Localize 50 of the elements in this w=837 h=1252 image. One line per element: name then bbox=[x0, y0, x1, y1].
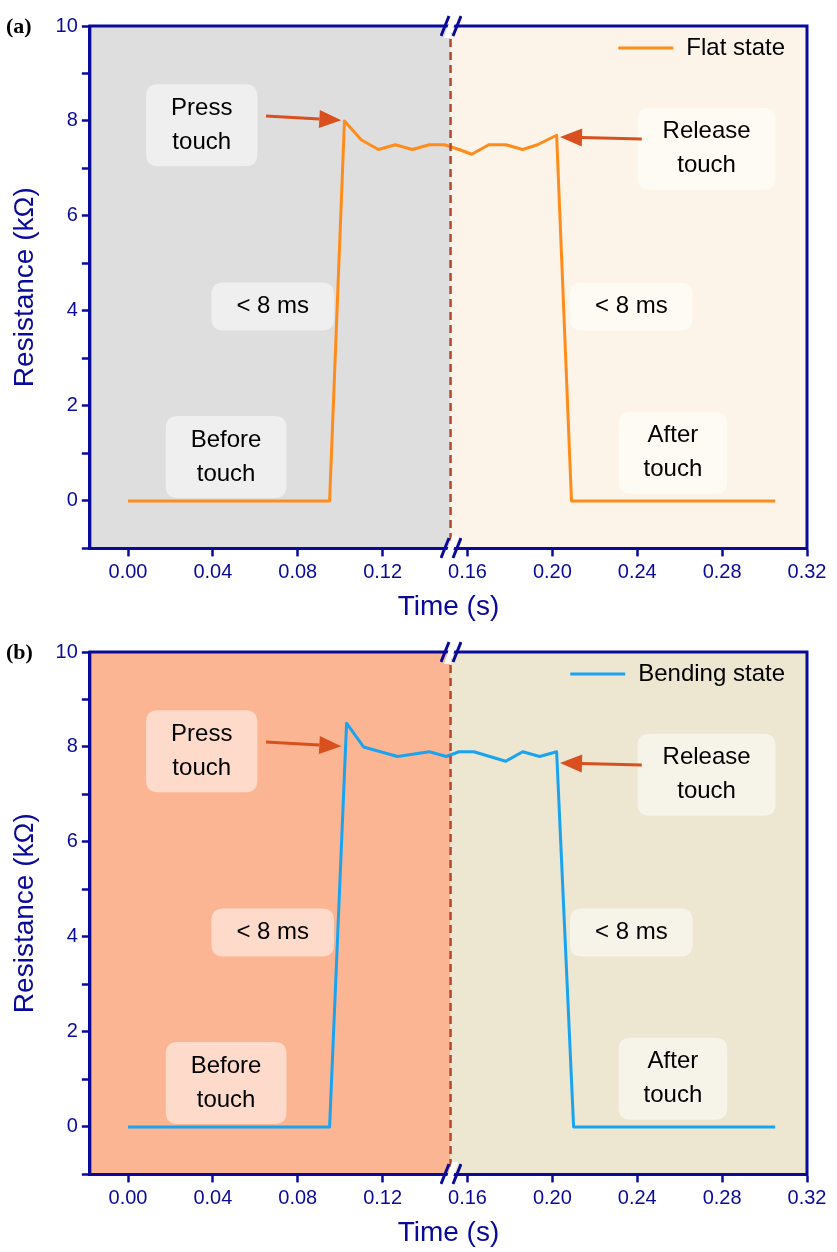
annotation: Before touch bbox=[190, 424, 262, 486]
chart-title: (b) bbox=[6, 638, 33, 664]
annotation: < 8 ms bbox=[236, 291, 310, 319]
y-tick-label: 6 bbox=[66, 829, 78, 852]
x-axis-title: Time (s) bbox=[397, 1215, 500, 1247]
y-tick-label: 8 bbox=[66, 734, 78, 757]
x-tick-label: 0.16 bbox=[448, 559, 487, 582]
x-tick-label: 0.24 bbox=[617, 1185, 657, 1208]
annotation: < 8 ms bbox=[594, 917, 668, 945]
annotation: Release touch bbox=[662, 742, 751, 804]
y-tick-label: 2 bbox=[66, 1019, 78, 1042]
x-tick-label: 0.20 bbox=[532, 559, 572, 582]
annotation: Press touch bbox=[171, 92, 233, 154]
y-axis-title: Resistance (kΩ) bbox=[7, 813, 39, 1014]
annotation: After touch bbox=[643, 420, 703, 482]
x-tick-label: 0.32 bbox=[787, 559, 827, 582]
y-tick-label: 8 bbox=[66, 108, 78, 131]
x-tick-label: 0.08 bbox=[278, 559, 318, 582]
chart-title: (a) bbox=[6, 12, 32, 38]
y-tick-label: 10 bbox=[55, 639, 78, 662]
x-tick-label: 0.28 bbox=[702, 1185, 742, 1208]
x-tick-label: 0.12 bbox=[363, 559, 403, 582]
x-axis-title: Time (s) bbox=[397, 589, 500, 621]
y-tick-label: 4 bbox=[66, 924, 78, 947]
x-tick-label: 0.00 bbox=[108, 1185, 148, 1208]
x-tick-label: 0.08 bbox=[278, 1185, 318, 1208]
annotation: After touch bbox=[643, 1046, 703, 1108]
x-tick-label: 0.04 bbox=[193, 1185, 233, 1208]
annotation: < 8 ms bbox=[236, 917, 310, 945]
legend-label: Flat state bbox=[686, 32, 786, 60]
x-tick-label: 0.16 bbox=[448, 1185, 487, 1208]
annotation: < 8 ms bbox=[594, 291, 668, 319]
y-axis-title: Resistance (kΩ) bbox=[7, 187, 39, 388]
x-tick-label: 0.20 bbox=[532, 1185, 572, 1208]
y-tick-label: 0 bbox=[66, 1114, 78, 1137]
x-tick-label: 0.12 bbox=[363, 1185, 403, 1208]
x-tick-label: 0.00 bbox=[108, 559, 148, 582]
x-tick-label: 0.28 bbox=[702, 559, 742, 582]
x-tick-label: 0.32 bbox=[787, 1185, 827, 1208]
y-tick-label: 2 bbox=[66, 393, 78, 416]
y-tick-label: 6 bbox=[66, 203, 78, 226]
y-tick-label: 4 bbox=[66, 298, 78, 321]
annotation: Release touch bbox=[662, 116, 751, 178]
legend-label: Bending state bbox=[638, 658, 785, 686]
y-tick-label: 0 bbox=[66, 488, 78, 511]
y-tick-label: 10 bbox=[55, 13, 78, 36]
x-tick-label: 0.24 bbox=[617, 559, 657, 582]
x-tick-label: 0.04 bbox=[193, 559, 233, 582]
annotation: Press touch bbox=[171, 718, 233, 780]
annotation: Before touch bbox=[190, 1050, 262, 1112]
